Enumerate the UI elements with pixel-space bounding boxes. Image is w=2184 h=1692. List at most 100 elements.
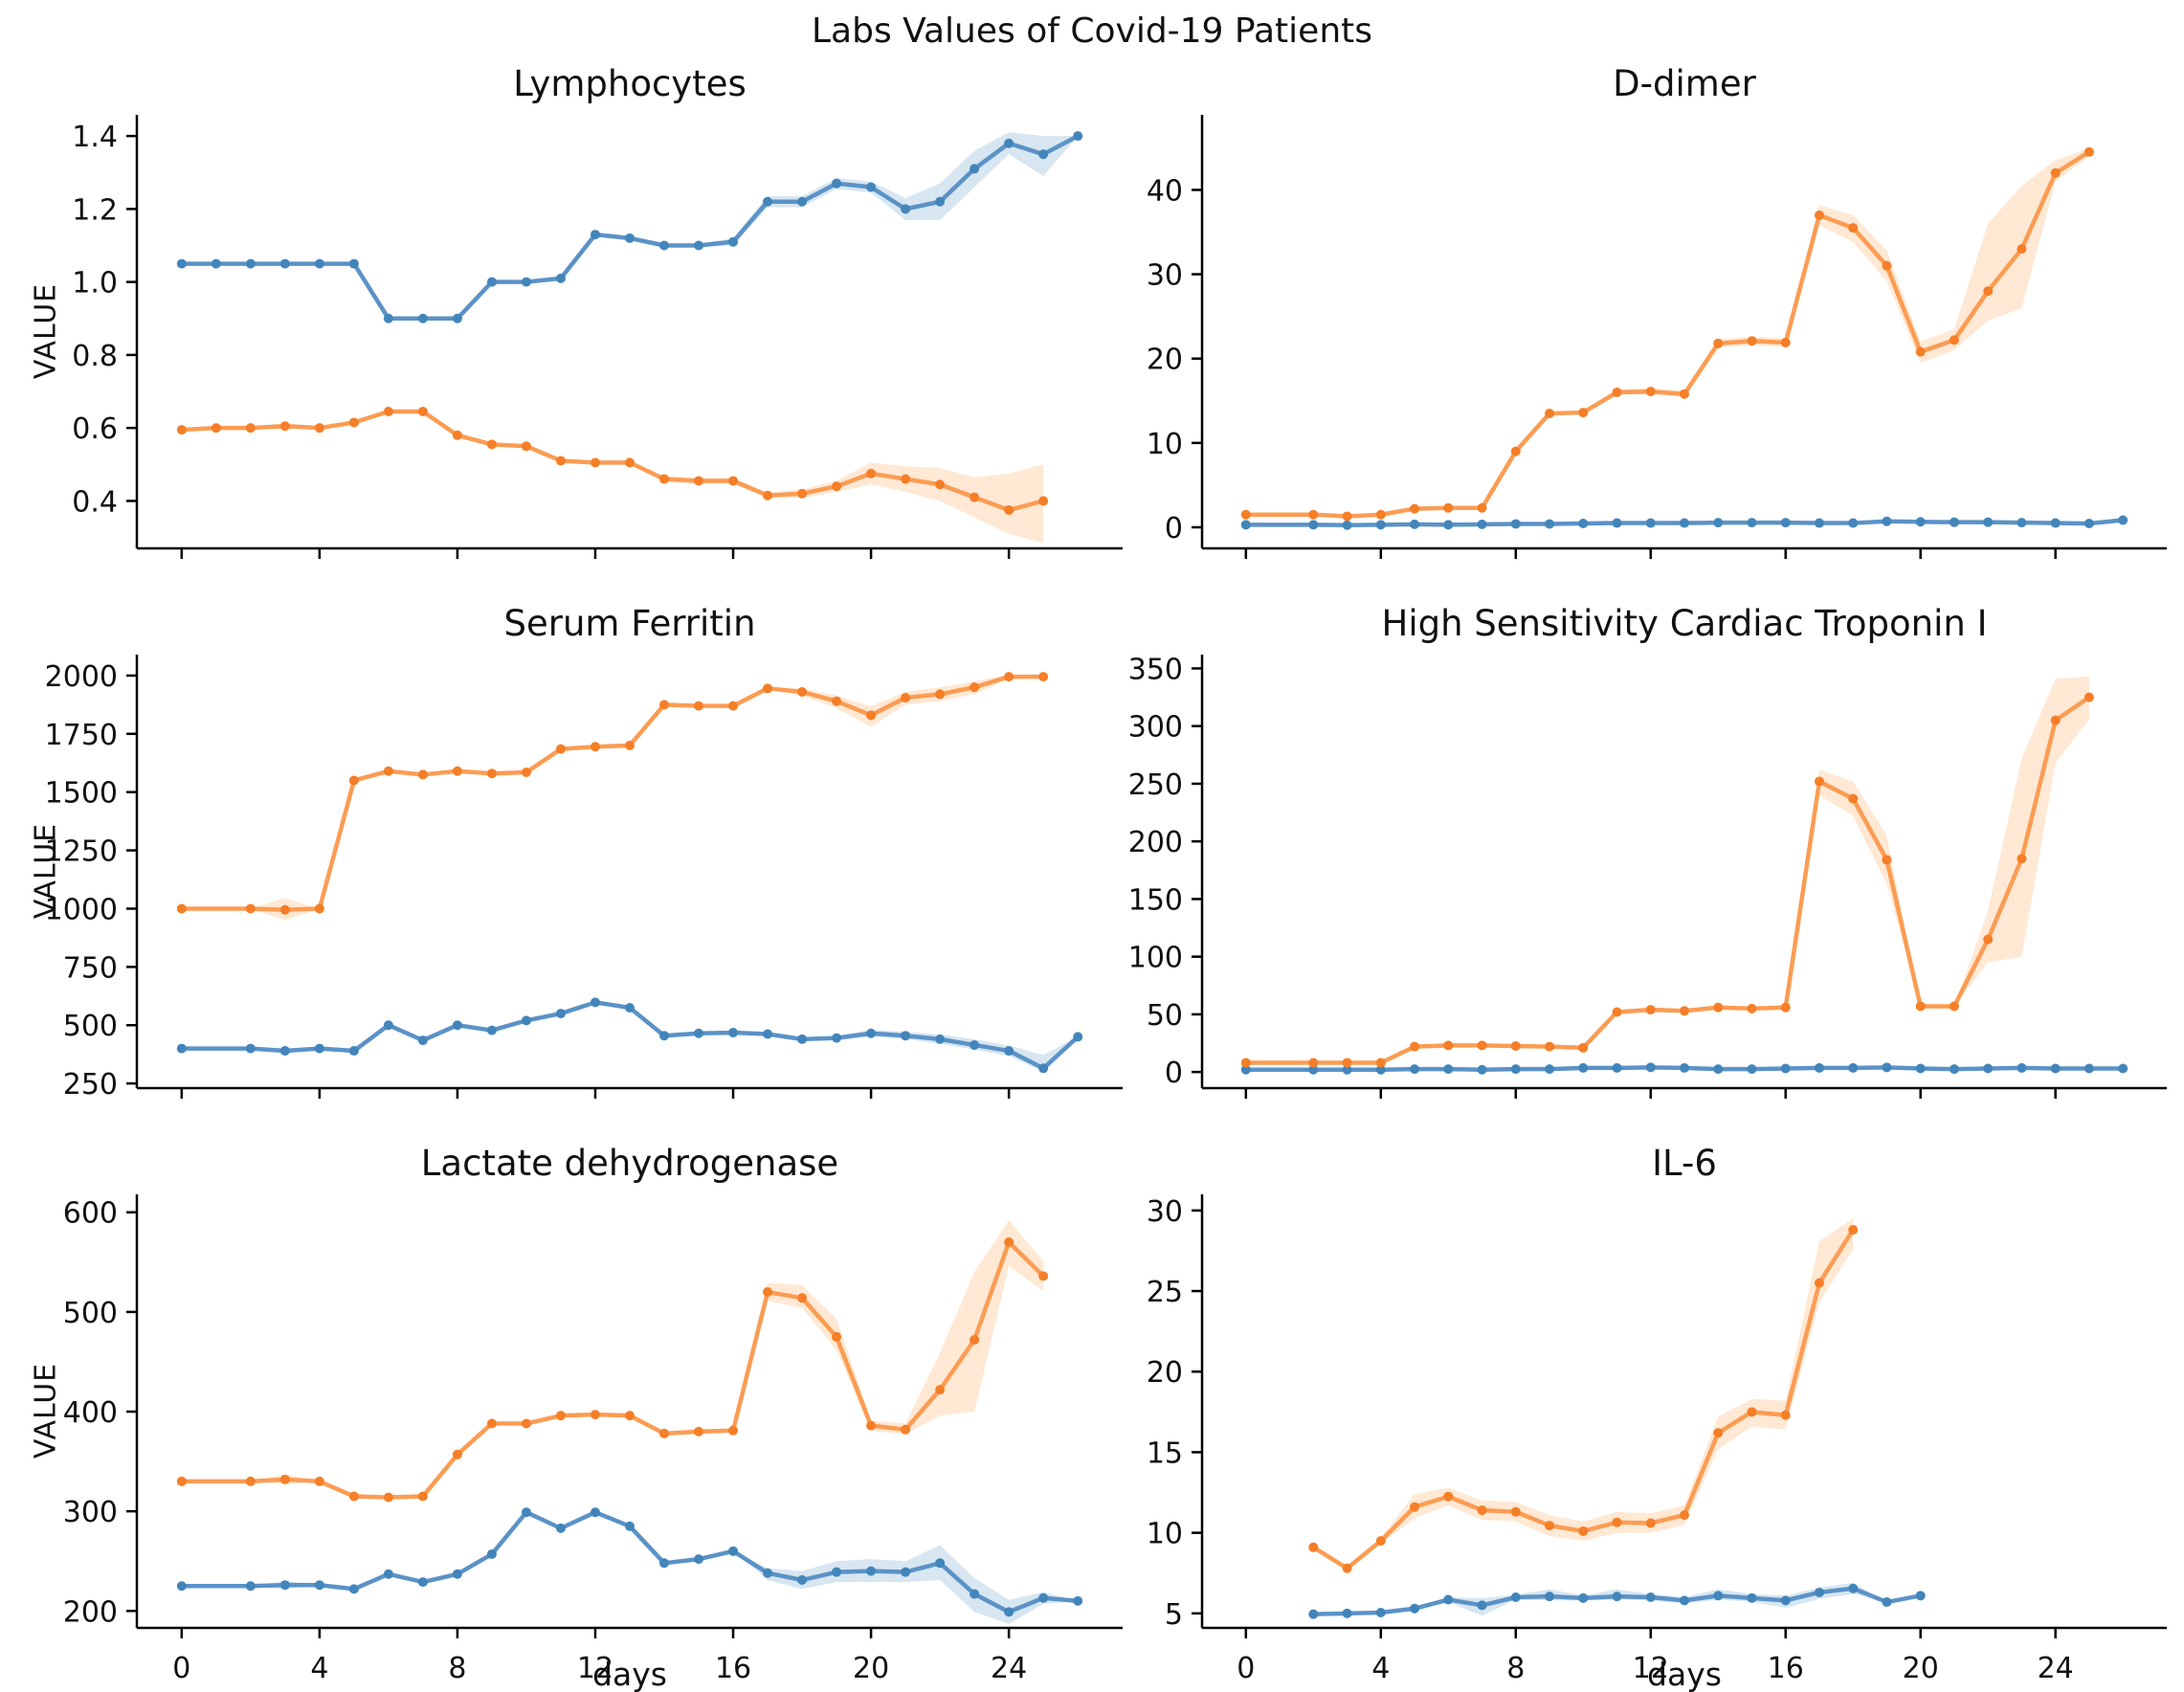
data-point-marker	[521, 767, 531, 777]
data-point-marker	[1848, 518, 1859, 528]
data-point-marker	[211, 423, 221, 434]
y-tick-label: 0	[1165, 512, 1183, 545]
data-point-marker	[1747, 336, 1757, 346]
data-point-marker	[1477, 1064, 1487, 1075]
data-point-marker	[901, 474, 911, 484]
series-line-survivor-blue	[1243, 518, 2126, 528]
data-point-marker	[1510, 1041, 1521, 1052]
data-point-marker	[555, 456, 566, 466]
data-point-marker	[1612, 387, 1622, 397]
data-point-marker	[2084, 146, 2094, 157]
y-tick-label: 200	[1128, 826, 1183, 859]
data-point-marker	[1375, 1536, 1386, 1547]
subplot-troponin: 0 50 100 150 200 250 300 350	[1128, 653, 2167, 1099]
data-point-marker	[901, 693, 911, 703]
data-point-marker	[1578, 1592, 1589, 1603]
subplot-d-dimer: 0 10 20 30 40	[1147, 115, 2167, 559]
data-point-marker	[452, 766, 462, 776]
data-point-marker	[832, 1033, 842, 1043]
data-point-marker	[2118, 515, 2128, 525]
subplot-lymphocytes: 0.4 0.6 0.8 1.0 1.2 1.4	[72, 115, 1123, 559]
data-point-marker	[279, 421, 290, 432]
data-point-marker	[935, 196, 946, 207]
data-point-marker	[694, 701, 704, 711]
data-point-marker	[2084, 692, 2094, 702]
data-point-marker	[1780, 1595, 1791, 1606]
subplot-ldh: 0 4 8 12 16 20 24 200 300 400 500 600	[63, 1194, 1123, 1685]
y-tick-label: 2000	[45, 660, 118, 694]
data-point-marker	[1747, 1407, 1757, 1417]
data-point-marker	[590, 1410, 600, 1420]
data-point-marker	[1545, 408, 1555, 418]
data-point-marker	[1038, 496, 1049, 506]
subplot-title-serum-ferritin: Serum Ferritin	[503, 603, 756, 644]
data-point-marker	[728, 236, 739, 247]
data-point-marker	[763, 1287, 773, 1298]
data-point-marker	[1308, 1058, 1319, 1068]
data-point-marker	[1645, 518, 1656, 528]
y-tick-label: 400	[63, 1396, 118, 1430]
data-point-marker	[1240, 520, 1251, 530]
data-point-marker	[211, 258, 221, 269]
y-tick-label: 1750	[45, 719, 118, 752]
data-point-marker	[1510, 1064, 1521, 1075]
data-point-marker	[314, 1476, 324, 1486]
data-point-marker	[1814, 1278, 1824, 1288]
data-point-marker	[521, 1418, 531, 1429]
data-point-marker	[1510, 1506, 1521, 1517]
data-point-marker	[1882, 260, 1892, 271]
data-point-marker	[452, 1020, 462, 1031]
y-tick-label: 0.4	[72, 485, 118, 519]
y-tick-label: 250	[63, 1068, 118, 1102]
data-point-marker	[2017, 1062, 2027, 1073]
data-point-marker	[2017, 854, 2027, 864]
data-point-marker	[1780, 1063, 1791, 1074]
data-point-marker	[417, 1035, 428, 1046]
data-point-marker	[901, 204, 911, 214]
x-tick-label: 4	[1371, 1652, 1390, 1685]
data-point-marker	[452, 430, 462, 440]
confidence-band	[181, 412, 1044, 544]
y-tick-label: 350	[1128, 653, 1183, 686]
data-point-marker	[1848, 1583, 1859, 1593]
data-point-marker	[625, 1411, 635, 1421]
data-point-marker	[694, 476, 704, 486]
data-point-marker	[1780, 1410, 1791, 1420]
x-tick-label: 20	[1903, 1652, 1939, 1685]
data-point-marker	[176, 1476, 187, 1486]
data-point-marker	[1780, 1002, 1791, 1013]
data-point-marker	[1443, 1491, 1454, 1502]
y-tick-label: 5	[1165, 1598, 1183, 1632]
data-point-marker	[1073, 1032, 1083, 1042]
y-tick-label: 1.0	[72, 267, 118, 301]
data-point-marker	[1814, 1587, 1824, 1597]
data-point-marker	[1713, 1428, 1724, 1438]
data-point-marker	[1477, 1600, 1487, 1611]
data-point-marker	[1882, 1597, 1892, 1608]
data-point-marker	[176, 1043, 187, 1054]
data-point-marker	[1882, 516, 1892, 526]
data-point-marker	[1308, 1064, 1319, 1075]
subplot-title-ldh: Lactate dehydrogenase	[420, 1143, 839, 1184]
data-point-marker	[763, 1568, 773, 1578]
figure-title: Labs Values of Covid-19 Patients	[811, 11, 1373, 51]
data-point-marker	[1477, 1505, 1487, 1516]
data-point-marker	[797, 1293, 808, 1303]
data-point-marker	[1848, 223, 1859, 234]
data-point-marker	[1578, 1062, 1589, 1073]
data-point-marker	[1983, 517, 1994, 527]
data-point-marker	[486, 439, 497, 450]
data-point-marker	[2050, 518, 2061, 528]
subplot-title-d-dimer: D-dimer	[1613, 63, 1756, 104]
y-tick-label: 300	[1128, 711, 1183, 745]
y-axis-label-row1: VALUE	[29, 282, 63, 380]
x-tick-label: 16	[1768, 1652, 1804, 1685]
data-point-marker	[659, 700, 670, 710]
data-point-marker	[245, 423, 256, 434]
data-point-marker	[486, 277, 497, 287]
data-point-marker	[1612, 1517, 1622, 1527]
x-axis-label-right: days	[1647, 1656, 1722, 1692]
data-point-marker	[866, 1028, 877, 1038]
data-point-marker	[1477, 502, 1487, 513]
